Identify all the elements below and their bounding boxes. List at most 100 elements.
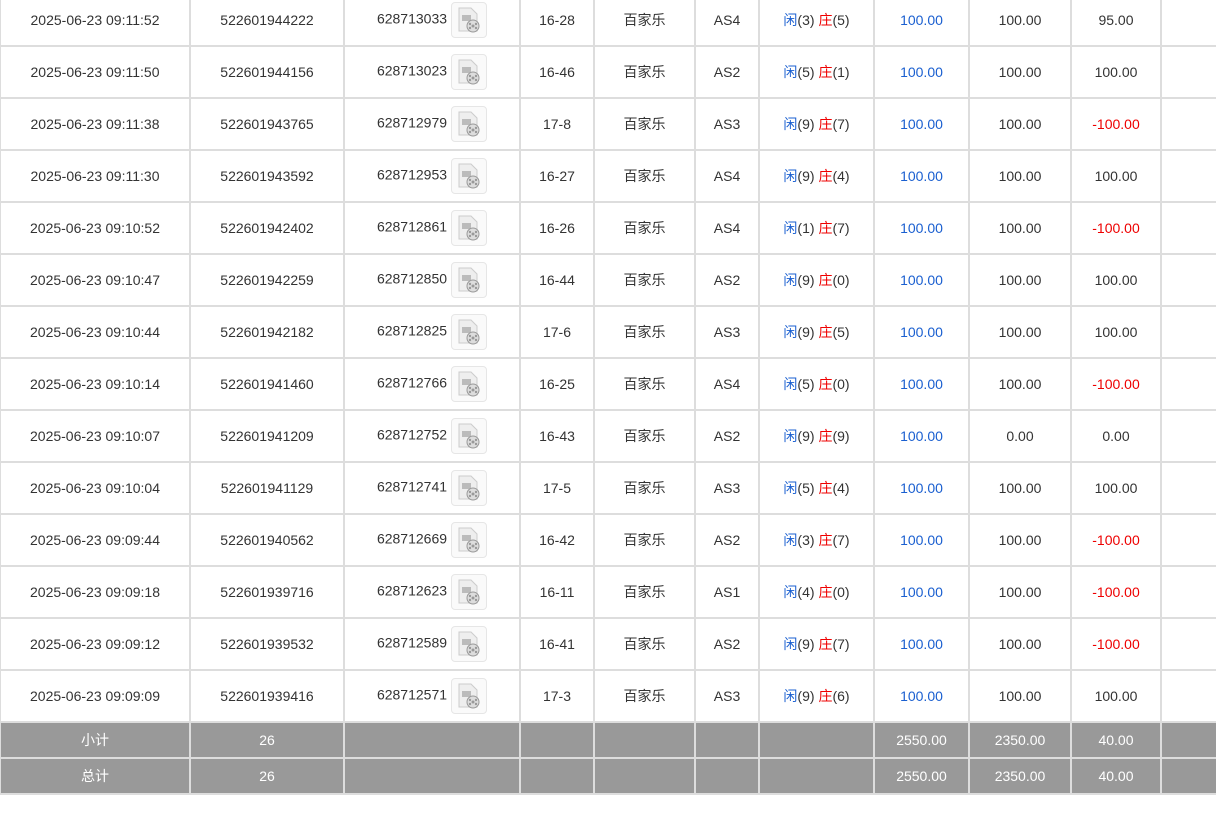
video-replay-icon[interactable] — [451, 678, 488, 714]
result: 闲(9) 庄(5) — [758, 305, 875, 359]
valid-bet: 100.00 — [968, 0, 1072, 47]
shoe-number: 16-44 — [519, 253, 595, 307]
total-win: 40.00 — [1070, 757, 1162, 795]
subtotal-valid: 2350.00 — [968, 721, 1072, 759]
table-row: 2025-06-23 09:10:44 522601942182 628712825… — [0, 305, 1216, 359]
player-score: 9 — [802, 324, 810, 340]
round-id-cell: 628713023 — [343, 45, 521, 99]
game-type: 百家乐 — [593, 669, 696, 723]
result: 闲(9) 庄(6) — [758, 669, 875, 723]
result: 闲(5) 庄(1) — [758, 45, 875, 99]
banker-score: 9 — [837, 428, 845, 444]
video-replay-icon[interactable] — [451, 158, 488, 194]
video-replay-icon[interactable] — [451, 418, 488, 454]
banker-score: 1 — [837, 64, 845, 80]
player-label: 闲 — [783, 64, 798, 80]
round-id-cell: 628712825 — [343, 305, 521, 359]
table-row: 2025-06-23 09:10:14 522601941460 628712766… — [0, 357, 1216, 411]
bet-time: 2025-06-23 09:10:52 — [0, 201, 191, 255]
banker-label: 庄 — [818, 272, 833, 288]
game-type: 百家乐 — [593, 305, 696, 359]
win-loss: 100.00 — [1070, 253, 1162, 307]
table-code: AS4 — [694, 149, 760, 203]
empty-cell — [1160, 669, 1216, 723]
video-replay-icon[interactable] — [451, 626, 488, 662]
game-type: 百家乐 — [593, 409, 696, 463]
round-id-cell: 628712752 — [343, 409, 521, 463]
shoe-number: 16-28 — [519, 0, 595, 47]
empty-cell — [1160, 513, 1216, 567]
total-row: 总计 26 2550.00 2350.00 40.00 — [0, 757, 1216, 795]
player-label: 闲 — [783, 324, 798, 340]
player-score: 9 — [802, 688, 810, 704]
valid-bet: 100.00 — [968, 617, 1072, 671]
video-replay-icon[interactable] — [451, 210, 488, 246]
video-replay-icon[interactable] — [451, 366, 488, 402]
player-label: 闲 — [783, 688, 798, 704]
banker-score: 6 — [837, 688, 845, 704]
banker-score: 0 — [837, 272, 845, 288]
bet-amount: 100.00 — [873, 201, 970, 255]
bet-amount: 100.00 — [873, 409, 970, 463]
empty-cell — [1160, 617, 1216, 671]
table-code: AS4 — [694, 0, 760, 47]
table-code: AS3 — [694, 305, 760, 359]
table-row: 2025-06-23 09:09:09 522601939416 628712571… — [0, 669, 1216, 723]
game-type: 百家乐 — [593, 253, 696, 307]
banker-label: 庄 — [818, 12, 833, 28]
subtotal-row: 小计 26 2550.00 2350.00 40.00 — [0, 721, 1216, 759]
round-id-cell: 628712766 — [343, 357, 521, 411]
bet-time: 2025-06-23 09:09:44 — [0, 513, 191, 567]
subtotal-win: 40.00 — [1070, 721, 1162, 759]
player-score: 9 — [802, 116, 810, 132]
bet-id: 522601939416 — [189, 669, 345, 723]
video-replay-icon[interactable] — [451, 522, 488, 558]
result: 闲(9) 庄(0) — [758, 253, 875, 307]
win-loss: 0.00 — [1070, 409, 1162, 463]
win-loss: 95.00 — [1070, 0, 1162, 47]
bet-id: 522601942259 — [189, 253, 345, 307]
banker-label: 庄 — [818, 376, 833, 392]
bet-time: 2025-06-23 09:11:38 — [0, 97, 191, 151]
round-id: 628712669 — [376, 530, 448, 547]
video-replay-icon[interactable] — [451, 574, 488, 610]
table-code: AS3 — [694, 461, 760, 515]
bet-time: 2025-06-23 09:10:47 — [0, 253, 191, 307]
video-replay-icon[interactable] — [451, 470, 488, 506]
video-replay-icon[interactable] — [451, 106, 488, 142]
bet-amount: 100.00 — [873, 305, 970, 359]
banker-label: 庄 — [818, 584, 833, 600]
player-label: 闲 — [783, 116, 798, 132]
player-score: 5 — [802, 480, 810, 496]
win-loss: -100.00 — [1070, 513, 1162, 567]
video-replay-icon[interactable] — [451, 54, 488, 90]
bet-time: 2025-06-23 09:10:14 — [0, 357, 191, 411]
total-bet: 2550.00 — [873, 757, 970, 795]
bet-amount: 100.00 — [873, 617, 970, 671]
bet-amount: 100.00 — [873, 565, 970, 619]
table-code: AS3 — [694, 669, 760, 723]
video-replay-icon[interactable] — [451, 314, 488, 350]
round-id: 628712741 — [376, 478, 448, 495]
result: 闲(1) 庄(7) — [758, 201, 875, 255]
win-loss: -100.00 — [1070, 565, 1162, 619]
game-type: 百家乐 — [593, 149, 696, 203]
result: 闲(5) 庄(4) — [758, 461, 875, 515]
shoe-number: 16-41 — [519, 617, 595, 671]
game-type: 百家乐 — [593, 565, 696, 619]
table-row: 2025-06-23 09:09:12 522601939532 628712589… — [0, 617, 1216, 671]
video-replay-icon[interactable] — [451, 262, 488, 298]
valid-bet: 100.00 — [968, 253, 1072, 307]
empty-cell — [1160, 253, 1216, 307]
bet-time: 2025-06-23 09:11:50 — [0, 45, 191, 99]
video-replay-icon[interactable] — [451, 2, 488, 38]
win-loss: 100.00 — [1070, 149, 1162, 203]
player-label: 闲 — [783, 480, 798, 496]
banker-score: 7 — [837, 532, 845, 548]
bet-time: 2025-06-23 09:10:04 — [0, 461, 191, 515]
win-loss: 100.00 — [1070, 305, 1162, 359]
bet-id: 522601942402 — [189, 201, 345, 255]
player-score: 3 — [802, 532, 810, 548]
player-score: 1 — [802, 220, 810, 236]
shoe-number: 17-3 — [519, 669, 595, 723]
